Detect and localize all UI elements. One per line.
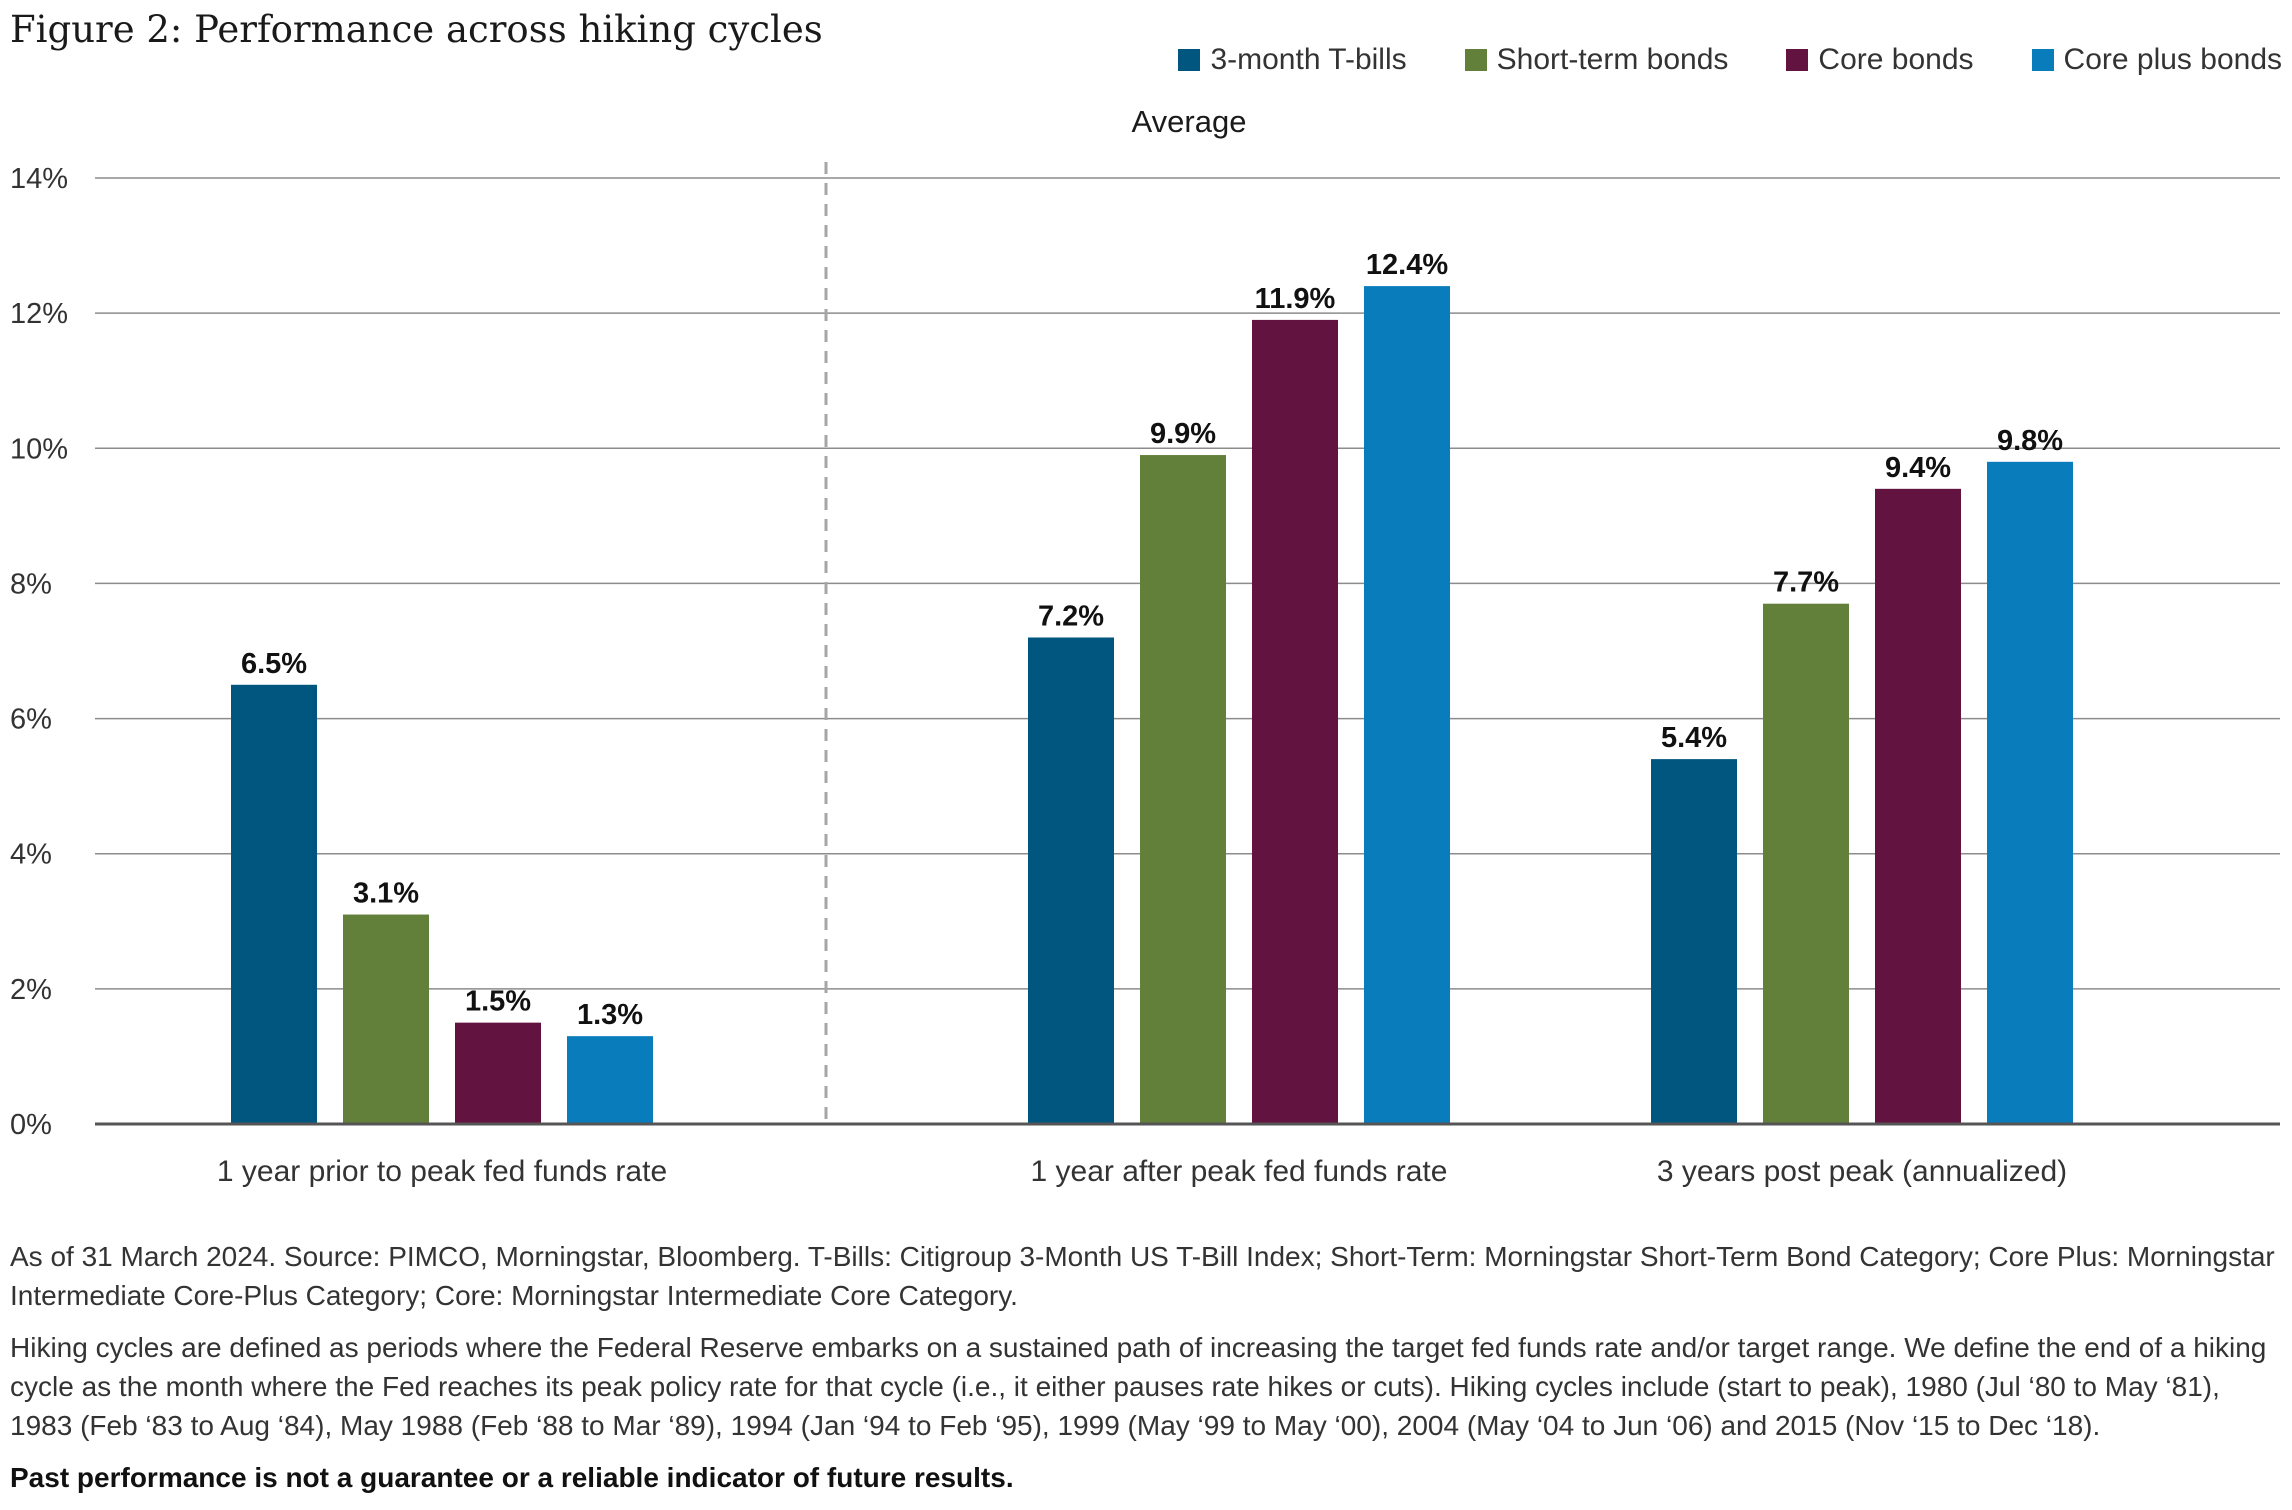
legend-item-t-bills: 3-month T-bills	[1178, 43, 1407, 77]
x-tick-label: 3 years post peak (annualized)	[1657, 1155, 2067, 1188]
data-labels: 6.5% 3.1% 1.5% 1.3% 7.2% 9.9% 11.9% 12.4% 5.4% 7.…	[241, 249, 2063, 1031]
data-label: 9.8%	[1997, 425, 2063, 457]
definition-note: Hiking cycles are defined as periods whe…	[10, 1332, 2267, 1441]
legend-swatch	[1178, 49, 1201, 71]
y-tick-label: 6%	[10, 704, 52, 736]
data-label: 12.4%	[1366, 249, 1448, 281]
data-label: 6.5%	[241, 648, 307, 680]
y-tick-label: 8%	[10, 568, 52, 600]
y-tick-label: 10%	[10, 433, 68, 465]
bar	[231, 684, 317, 1124]
data-label: 1.3%	[577, 999, 643, 1031]
bar	[1140, 455, 1226, 1124]
bar	[1364, 286, 1450, 1125]
disclaimer-note: Past performance is not a guarantee or a…	[10, 1462, 1014, 1493]
legend-label: Core bonds	[1818, 43, 1974, 76]
y-tick-label: 12%	[10, 298, 68, 330]
legend-swatch	[1786, 49, 1809, 71]
data-label: 9.9%	[1150, 418, 1216, 450]
footnotes: As of 31 March 2024. Source: PIMCO, Morn…	[10, 1237, 2280, 1510]
x-tick-label: 1 year after peak fed funds rate	[1031, 1155, 1448, 1188]
data-label: 7.7%	[1773, 567, 1839, 599]
bar	[1651, 759, 1737, 1124]
bar	[567, 1036, 653, 1124]
data-label: 3.1%	[353, 878, 419, 910]
y-tick-label: 14%	[10, 163, 68, 195]
x-axis: 1 year prior to peak fed funds rate 1 yea…	[217, 1155, 2067, 1188]
bar-chart: 0% 2% 4% 6% 8% 10% 12% 14% Average 6.5% 3.1% 1.5%…	[10, 104, 2280, 1188]
legend-swatch	[2031, 49, 2054, 71]
legend: 3-month T-bills Short-term bonds Core bo…	[1178, 40, 2282, 80]
y-tick-label: 4%	[10, 839, 52, 871]
legend-label: 3-month T-bills	[1210, 43, 1407, 76]
data-label: 11.9%	[1255, 283, 1336, 315]
bar	[455, 1022, 541, 1124]
data-label: 9.4%	[1885, 452, 1951, 484]
source-note: As of 31 March 2024. Source: PIMCO, Morn…	[10, 1241, 2275, 1311]
bar	[343, 914, 429, 1124]
legend-item-core-bonds: Core bonds	[1786, 43, 1974, 77]
legend-swatch	[1464, 49, 1487, 71]
x-tick-label: 1 year prior to peak fed funds rate	[217, 1155, 667, 1188]
legend-item-short-term-bonds: Short-term bonds	[1464, 43, 1729, 77]
data-label: 7.2%	[1038, 600, 1104, 632]
y-tick-label: 2%	[10, 974, 52, 1006]
data-label: 5.4%	[1661, 722, 1727, 754]
bar	[1252, 319, 1338, 1124]
legend-label: Core plus bonds	[2063, 43, 2282, 76]
chart-subtitle: Average	[1132, 104, 1247, 139]
legend-item-core-plus-bonds: Core plus bonds	[2031, 43, 2282, 77]
bar	[1763, 603, 1849, 1124]
bar	[1987, 461, 2073, 1124]
data-label: 1.5%	[465, 986, 531, 1018]
y-axis: 0% 2% 4% 6% 8% 10% 12% 14%	[10, 163, 68, 1141]
bar	[1875, 488, 1961, 1124]
legend-label: Short-term bonds	[1496, 43, 1729, 76]
y-tick-label: 0%	[10, 1109, 52, 1141]
bar	[1028, 637, 1114, 1124]
chart-title: Figure 2: Performance across hiking cycl…	[10, 8, 823, 51]
bars	[231, 286, 2073, 1125]
